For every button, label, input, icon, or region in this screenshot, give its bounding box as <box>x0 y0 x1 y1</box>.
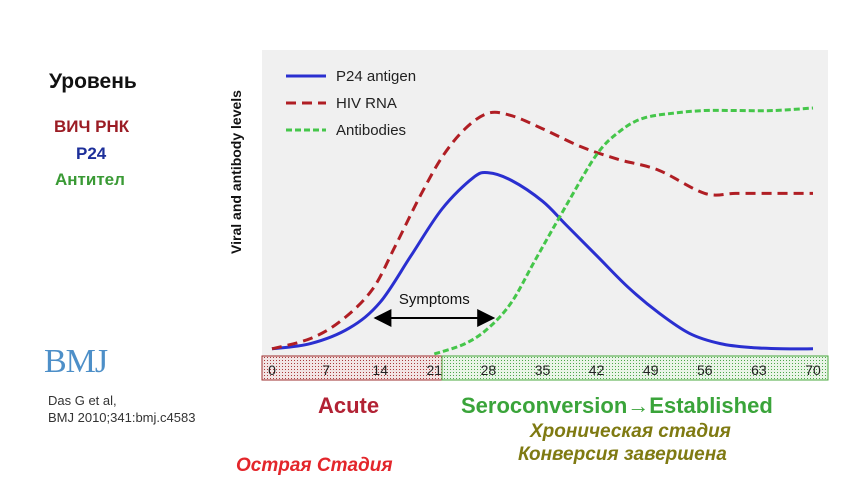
stage-acute-label: Acute <box>318 393 380 418</box>
stage-seroconversion-label: Seroconversion→Established <box>461 393 773 418</box>
overlay-legend-p24: P24 <box>76 144 107 163</box>
x-tick-label: 14 <box>372 362 388 378</box>
x-tick-label: 70 <box>805 362 821 378</box>
x-tick-label: 7 <box>322 362 330 378</box>
symptoms-label: Symptoms <box>399 291 470 308</box>
overlay-legend-antibodies: Антител <box>55 170 125 189</box>
series-line-hiv-rna <box>271 110 813 351</box>
x-tick-label: 35 <box>535 362 551 378</box>
overlay-title: Уровень <box>49 70 137 93</box>
y-axis-label: Viral and antibody levels <box>228 90 244 254</box>
x-tick-label: 42 <box>589 362 605 378</box>
citation: Das G et al, BMJ 2010;341:bmj.c4583 <box>48 392 195 426</box>
citation-line-1: Das G et al, <box>48 393 117 408</box>
overlay-legend-rna: ВИЧ РНК <box>54 117 130 136</box>
overlay-chronic-stage: Хроническая стадия <box>530 421 731 442</box>
seroconversion-band <box>441 355 829 381</box>
x-tick-label: 28 <box>481 362 497 378</box>
overlay-acute-stage: Острая Стадия <box>236 455 393 476</box>
overlay-conversion-complete: Конверсия завершена <box>518 444 727 465</box>
x-tick-label: 0 <box>268 362 276 378</box>
x-tick-label: 63 <box>751 362 767 378</box>
legend-label: HIV RNA <box>336 95 397 112</box>
series-line-p24-antigen <box>271 170 814 351</box>
x-tick-label: 21 <box>427 362 443 378</box>
acute-band <box>261 355 443 381</box>
bmj-logo: BMJ <box>44 343 108 380</box>
x-tick-label: 49 <box>643 362 659 378</box>
citation-line-2: BMJ 2010;341:bmj.c4583 <box>48 410 196 425</box>
legend-label: Antibodies <box>336 122 406 139</box>
legend-label: P24 antigen <box>336 68 416 85</box>
x-tick-label: 56 <box>697 362 713 378</box>
